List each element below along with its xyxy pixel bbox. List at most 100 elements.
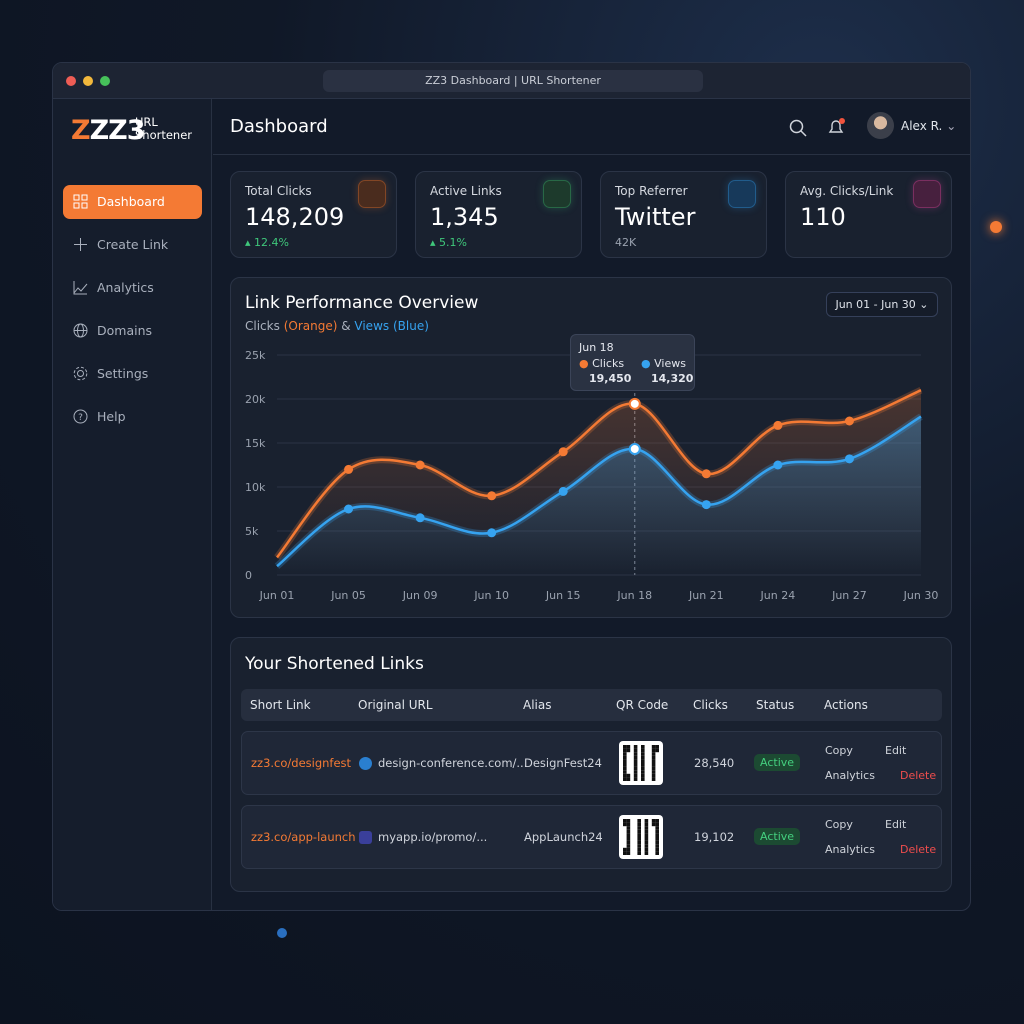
subtitle-part: (Blue) [392,319,429,333]
date-range[interactable]: Jun 01 - Jun 30 ⌄ [826,292,938,317]
delete[interactable]: Delete [900,843,937,856]
point [487,528,497,538]
qr-cell [626,847,631,852]
qr-cell [655,829,659,834]
qr-cell [633,759,638,763]
search-icon[interactable] [789,119,807,137]
qr-cell [637,826,641,830]
qr-cell [633,766,638,771]
notification-icon[interactable] [826,117,846,137]
logo[interactable]: ZZZ3 [71,115,146,146]
copy[interactable]: Copy [825,744,853,757]
qr-cell [655,851,659,855]
address-bar[interactable]: ZZ3 Dashboard | URL Shortener [323,70,703,92]
qr-code [619,815,663,859]
column-header: Short Link [250,698,311,712]
qr-cell [623,851,627,855]
nav-item[interactable]: ? Help [63,400,202,434]
y-tick-label: 10k [245,481,266,494]
url-icon [359,831,372,844]
qr-cell [644,840,649,845]
column-header: QR Code [616,698,669,712]
qr-cell [637,822,641,827]
analytics[interactable]: Analytics [825,769,875,782]
copy[interactable]: Copy [825,818,853,831]
nav-item[interactable]: Settings [63,357,202,391]
qr-cell [626,851,631,855]
qr-cell [655,822,659,827]
short-link[interactable]: zz3.co/app-launch [251,830,356,844]
column-header: Original URL [358,698,433,712]
qr-cell [651,755,656,760]
qr-cell [633,773,638,778]
original-url: design-conference.com/... [378,756,528,770]
qr-pattern [623,745,659,781]
qr-cell [644,833,649,837]
qr-cell [644,847,649,852]
nav-item[interactable]: Dashboard [63,185,202,219]
nav-item[interactable]: Analytics [63,271,202,305]
nav-item[interactable]: Create Link [63,228,202,262]
tooltip-name: Views [654,357,686,370]
qr-cell [651,819,656,823]
x-tick-label: Jun 27 [831,589,867,602]
alias: DesignFest24 [524,756,602,770]
x-tick-label: Jun 15 [545,589,581,602]
nav-label: Help [97,409,126,424]
nav-item[interactable]: Domains [63,314,202,348]
qr-cell [633,770,638,774]
user-name[interactable]: Alex R. ⌄ [901,119,956,133]
stat-change-value: 12.4% [254,236,289,249]
qr-cell [626,833,631,837]
qr-cell [644,819,649,823]
column-header: Clicks [693,698,728,712]
stat-icon [358,180,386,208]
x-tick-label: Jun 30 [903,589,939,602]
point [844,416,854,426]
logo-text: ZZ3 [89,115,146,146]
date-range-label: Jun 01 - Jun 30 [835,298,916,311]
short-link[interactable]: zz3.co/designfest [251,756,352,770]
delete[interactable]: Delete [900,769,937,782]
logo-sub: URL Shortener [135,116,192,142]
qr-cell [651,745,656,749]
stat-label: Avg. Clicks/Link [800,184,894,198]
stat-label: Total Clicks [245,184,312,198]
qr-cell [655,819,659,823]
chart-subtitle: Clicks (Orange) & Views (Blue) [245,319,429,333]
chart-title: Link Performance Overview [245,293,479,313]
page-title: Dashboard [230,116,328,137]
x-tick-label: Jun 24 [760,589,796,602]
tooltip-value: 19,450 [589,372,632,385]
clicks: 28,540 [694,756,735,770]
x-tick-label: Jun 05 [330,589,366,602]
tooltip-date: Jun 18 [579,341,614,354]
stat-card: Total Clicks 148,209 ▴ 12.4% [230,171,397,258]
qr-cell [641,777,645,781]
qr-cell [623,745,627,749]
qr-cell [626,844,631,848]
subtitle-part: (Orange) [283,319,338,333]
links-title: Your Shortened Links [245,654,424,674]
qr-cell [637,833,641,837]
caret: ⌄ [946,119,957,133]
qr-cell [644,826,649,830]
y-tick-label: 20k [245,393,266,406]
close[interactable] [66,76,76,86]
y-tick-label: 15k [245,437,266,450]
subtitle-part: & [341,319,351,333]
minimize[interactable] [83,76,93,86]
point [415,460,425,470]
stat-value: 110 [800,203,846,231]
stat-change-value: 5.1% [439,236,467,249]
avatar[interactable] [867,112,894,139]
analytics[interactable]: Analytics [825,843,875,856]
edit[interactable]: Edit [885,818,907,831]
logo-sub-line: URL [135,115,158,129]
edit[interactable]: Edit [885,744,907,757]
qr-code [619,741,663,785]
qr-cell [641,745,645,749]
maximize[interactable] [100,76,110,86]
qr-cell [623,822,627,827]
qr-cell [651,766,656,771]
